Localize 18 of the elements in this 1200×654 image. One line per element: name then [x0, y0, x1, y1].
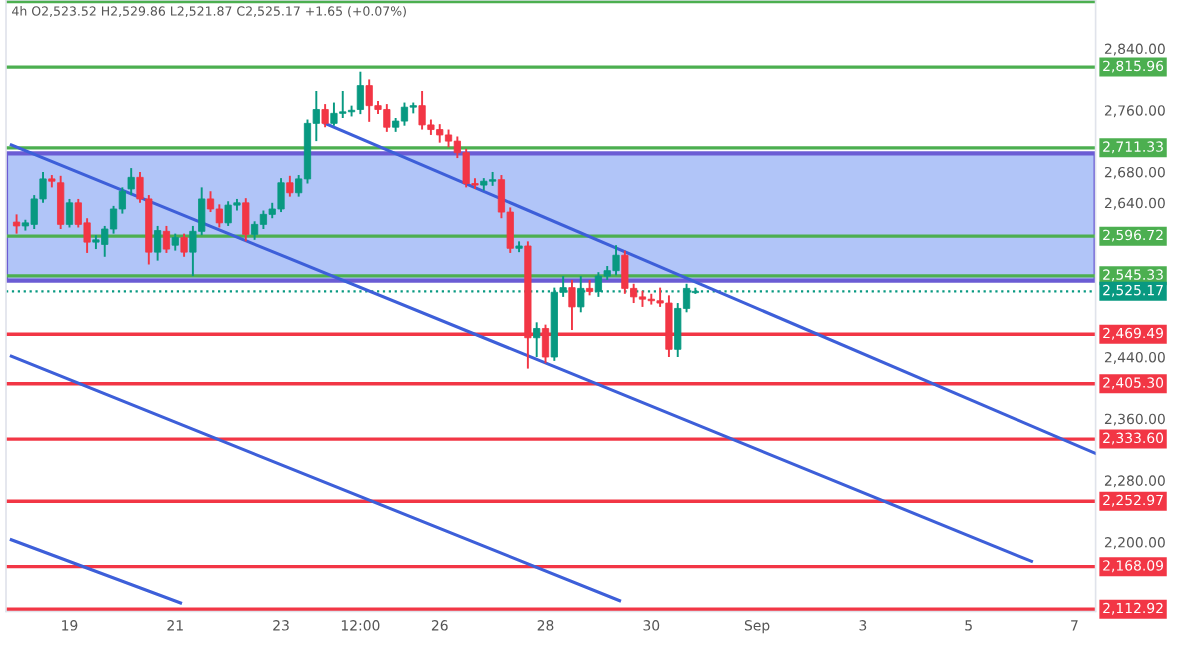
- candlestick: [286, 174, 294, 198]
- candlestick: [127, 167, 135, 197]
- candlestick: [57, 174, 65, 230]
- candlestick: [242, 197, 250, 243]
- candlestick: [400, 101, 409, 127]
- candlestick: [621, 249, 629, 295]
- candlestick: [12, 213, 21, 235]
- candlestick: [251, 220, 259, 241]
- candlestick: [533, 321, 541, 358]
- candlestick: [577, 275, 585, 314]
- candlestick: [321, 103, 329, 129]
- candlestick: [259, 209, 268, 230]
- candlestick: [154, 224, 162, 262]
- candlestick: [356, 70, 364, 116]
- candlestick: [162, 224, 171, 254]
- candlestick: [180, 232, 188, 258]
- candlestick: [65, 197, 74, 229]
- candlestick: [215, 203, 223, 229]
